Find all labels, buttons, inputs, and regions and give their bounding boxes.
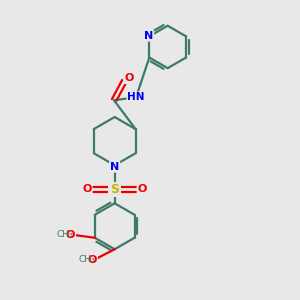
Bar [108,183,121,196]
Text: N: N [144,31,153,41]
Text: N: N [110,162,119,172]
Text: O: O [124,73,134,83]
Text: O: O [88,254,97,265]
Text: CH₃: CH₃ [78,255,95,264]
Text: HN: HN [127,92,145,102]
Text: O: O [66,230,75,240]
Text: O: O [82,184,92,194]
Text: O: O [138,184,147,194]
Text: S: S [110,183,119,196]
Text: CH₃: CH₃ [56,230,73,239]
